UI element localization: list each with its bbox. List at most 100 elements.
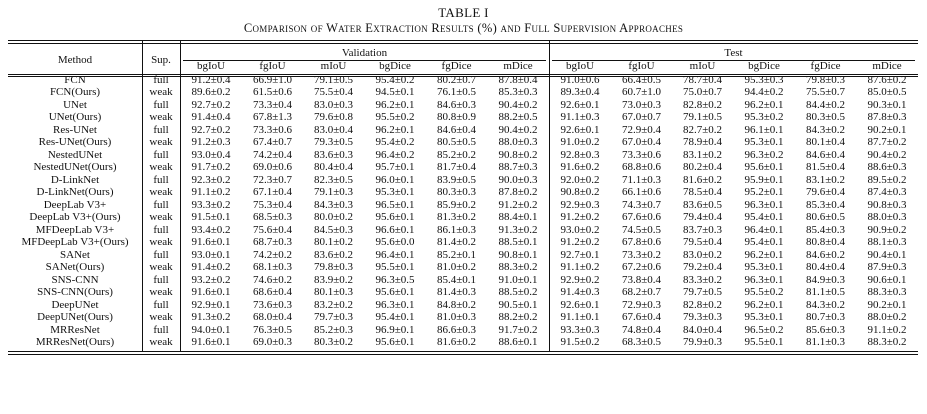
value-cell: 95.6±0.1 [744,161,784,173]
value-cell: 90.6±0.1 [867,273,907,286]
value-cell: 80.2±0.4 [682,161,723,173]
value-cell: 88.5±0.1 [498,236,538,248]
table-row: MRResNet full 94.0±0.1 76.3±0.5 85.2±0.3 96.9… [8,324,918,337]
value-cell: 80.4±0.4 [313,161,354,173]
table-row: DeepUNet full 92.9±0.1 73.6±0.3 83.2±0.2 96.3… [8,299,918,312]
value-cell: 91.2±0.2 [560,211,600,223]
value-cell: 87.8±0.2 [498,186,538,198]
value-cell: 90.3±0.1 [867,98,907,111]
table-row: Res-UNet(Ours) weak 91.2±0.3 67.4±0.7 79.3±0… [8,136,918,149]
table-row: DeepLab V3+ full 93.3±0.2 75.3±0.4 84.3±0.3 9… [8,199,918,212]
sup-cell: full [153,98,169,111]
value-cell: 88.0±0.3 [498,136,538,148]
value-cell: 83.6±0.5 [682,198,723,211]
top-rule [8,40,918,41]
value-cell: 88.5±0.2 [498,286,538,298]
value-cell: 80.2±0.7 [436,73,477,86]
value-cell: 89.6±0.2 [191,86,231,98]
value-cell: 90.8±0.2 [560,186,600,198]
value-cell: 67.0±0.4 [621,136,662,148]
sup-cell: weak [149,286,173,298]
value-cell: 84.0±0.4 [682,323,723,336]
results-table: Method Sup. Validation Test bgIoU fgIoU mI… [8,41,918,349]
value-cell: 84.4±0.2 [805,98,846,111]
header-rule [8,73,918,75]
value-cell: 88.0±0.2 [867,311,907,323]
method-cell: UNet(Ours) [48,111,102,123]
value-cell: 74.2±0.4 [252,148,293,161]
sup-cell: full [153,73,169,86]
value-cell: 95.3±0.1 [744,136,784,148]
value-cell: 95.6±0.0 [375,236,415,248]
value-cell: 93.0±0.4 [191,148,231,161]
table-row: Res-UNet full 92.7±0.2 73.3±0.6 83.0±0.4 96.2… [8,124,918,137]
value-cell: 75.5±0.4 [313,86,354,98]
metric-header: fgDice [441,60,472,73]
table-row: UNet full 92.7±0.2 73.3±0.4 83.0±0.3 96.2±0.1… [8,99,918,112]
table-row: NestedUNet(Ours) weak 91.7±0.2 69.0±0.6 80.4… [8,161,918,174]
sup-cell: full [153,248,169,261]
value-cell: 96.4±0.1 [744,223,784,236]
value-cell: 81.1±0.3 [805,336,846,348]
metric-header: fgIoU [259,60,286,73]
method-cell: D-LinkNet(Ours) [36,186,114,198]
value-cell: 81.7±0.4 [436,161,477,173]
value-cell: 67.8±1.3 [252,111,293,123]
value-cell: 74.3±0.7 [621,198,662,211]
value-cell: 93.0±0.1 [191,248,231,261]
val-test-divider [549,41,550,351]
value-cell: 79.9±0.3 [682,336,723,348]
value-cell: 73.3±0.4 [252,98,293,111]
method-cell: DeepLab V3+(Ours) [29,211,121,223]
value-cell: 90.4±0.2 [498,98,538,111]
metric-header: fgDice [810,60,841,73]
table-row: UNet(Ours) weak 91.4±0.4 67.8±1.3 79.6±0.8 95… [8,111,918,124]
value-cell: 94.0±0.1 [191,323,231,336]
value-cell: 82.8±0.2 [682,98,723,111]
value-cell: 79.7±0.5 [682,286,723,298]
value-cell: 91.1±0.2 [867,323,907,336]
value-cell: 76.3±0.5 [252,323,293,336]
value-cell: 80.5±0.5 [436,136,477,148]
value-cell: 73.0±0.3 [621,98,662,111]
value-cell: 72.9±0.3 [621,298,662,311]
value-cell: 68.0±0.4 [252,311,293,323]
value-cell: 79.8±0.3 [805,73,846,86]
value-cell: 95.6±0.1 [375,211,415,223]
method-cell: DeepUNet(Ours) [37,311,113,323]
value-cell: 79.3±0.5 [313,136,354,148]
sup-cell: weak [149,86,173,98]
value-cell: 95.5±0.2 [744,286,784,298]
value-cell: 60.7±1.0 [621,86,662,98]
value-cell: 81.3±0.2 [436,211,477,223]
value-cell: 92.8±0.3 [560,148,600,161]
value-cell: 91.1±0.2 [191,186,231,198]
value-cell: 95.3±0.1 [375,186,415,198]
value-cell: 91.2±0.2 [560,236,600,248]
value-cell: 90.8±0.2 [498,148,538,161]
value-cell: 86.6±0.3 [436,323,477,336]
value-cell: 95.4±0.1 [375,311,415,323]
value-cell: 91.5±0.2 [560,336,600,348]
value-cell: 88.6±0.3 [867,161,907,173]
table-row: DeepUNet(Ours) weak 91.3±0.2 68.0±0.4 79.7±0… [8,311,918,324]
value-cell: 73.8±0.4 [621,273,662,286]
value-cell: 81.5±0.4 [805,161,846,173]
test-rule [552,59,915,61]
sup-cell: full [153,123,169,136]
value-cell: 95.5±0.1 [744,336,784,348]
value-cell: 85.2±0.1 [436,248,477,261]
value-cell: 83.9±0.2 [313,273,354,286]
value-cell: 84.3±0.2 [805,298,846,311]
value-cell: 88.7±0.3 [498,161,538,173]
value-cell: 79.8±0.3 [313,261,354,273]
value-cell: 95.5±0.1 [375,261,415,273]
value-cell: 95.4±0.1 [744,211,784,223]
value-cell: 73.6±0.3 [252,298,293,311]
value-cell: 66.1±0.6 [621,186,662,198]
value-cell: 84.9±0.3 [805,273,846,286]
value-cell: 93.3±0.3 [560,323,600,336]
value-cell: 96.5±0.2 [744,323,784,336]
value-cell: 90.0±0.3 [498,173,538,186]
value-cell: 82.8±0.2 [682,298,723,311]
